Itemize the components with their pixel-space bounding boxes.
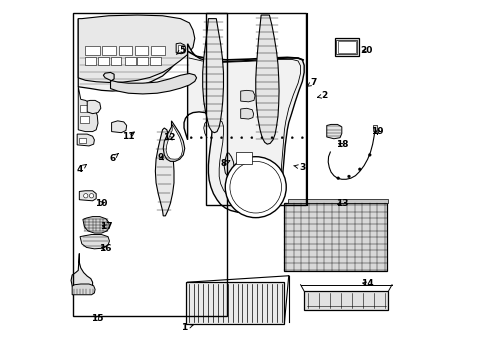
- Polygon shape: [176, 43, 186, 54]
- Polygon shape: [241, 108, 254, 119]
- Circle shape: [220, 136, 222, 139]
- Bar: [205, 13, 306, 205]
- Bar: [285, 203, 387, 271]
- Bar: [338, 41, 356, 53]
- Text: 14: 14: [361, 279, 373, 288]
- Text: 12: 12: [164, 133, 176, 142]
- Bar: [85, 46, 100, 55]
- Circle shape: [225, 157, 286, 218]
- Polygon shape: [256, 15, 279, 144]
- Text: 16: 16: [99, 244, 111, 253]
- Text: 3: 3: [294, 163, 305, 172]
- Bar: [101, 46, 116, 55]
- Circle shape: [89, 194, 94, 198]
- Polygon shape: [241, 90, 255, 102]
- Text: 6: 6: [109, 153, 118, 163]
- Bar: [186, 282, 285, 324]
- Bar: [137, 57, 148, 64]
- Bar: [373, 125, 377, 131]
- Circle shape: [210, 136, 213, 139]
- Text: 9: 9: [158, 153, 164, 162]
- Circle shape: [291, 136, 294, 139]
- Text: 7: 7: [307, 78, 317, 87]
- Polygon shape: [112, 121, 126, 133]
- Polygon shape: [78, 19, 180, 91]
- Text: 1: 1: [181, 323, 193, 332]
- Text: 8: 8: [220, 159, 230, 168]
- Bar: [85, 57, 96, 64]
- Bar: [73, 13, 227, 316]
- Bar: [304, 291, 389, 310]
- Circle shape: [241, 136, 243, 139]
- Bar: [98, 57, 109, 64]
- Text: 2: 2: [318, 91, 327, 100]
- Circle shape: [358, 168, 361, 171]
- Circle shape: [190, 136, 192, 139]
- Bar: [111, 57, 122, 64]
- Bar: [335, 39, 359, 56]
- Polygon shape: [327, 125, 342, 139]
- Circle shape: [368, 153, 371, 156]
- Bar: [236, 152, 252, 164]
- Polygon shape: [78, 15, 195, 82]
- Polygon shape: [203, 19, 223, 133]
- Polygon shape: [80, 234, 109, 249]
- Text: 11: 11: [122, 132, 135, 141]
- Bar: [80, 105, 89, 112]
- Bar: [119, 46, 132, 55]
- Circle shape: [200, 136, 202, 139]
- Circle shape: [231, 136, 233, 139]
- Text: 10: 10: [95, 199, 107, 208]
- Text: 15: 15: [91, 314, 103, 323]
- Polygon shape: [72, 284, 95, 295]
- Bar: [79, 138, 86, 143]
- Polygon shape: [78, 87, 98, 132]
- Bar: [151, 46, 165, 55]
- Text: 4: 4: [77, 165, 86, 174]
- Bar: [337, 40, 357, 54]
- Polygon shape: [184, 44, 304, 213]
- Polygon shape: [83, 217, 109, 233]
- Bar: [125, 57, 136, 64]
- Circle shape: [251, 136, 253, 139]
- Text: 18: 18: [336, 140, 348, 149]
- Text: 20: 20: [360, 46, 372, 55]
- Circle shape: [347, 175, 350, 178]
- Polygon shape: [77, 134, 95, 146]
- Bar: [150, 57, 161, 64]
- Polygon shape: [87, 100, 101, 114]
- Circle shape: [301, 136, 303, 139]
- Circle shape: [84, 194, 88, 198]
- Polygon shape: [79, 191, 96, 201]
- Text: 5: 5: [176, 46, 185, 55]
- Polygon shape: [103, 72, 196, 94]
- Bar: [135, 46, 148, 55]
- Circle shape: [337, 177, 340, 180]
- Polygon shape: [71, 253, 93, 293]
- Circle shape: [281, 136, 283, 139]
- Circle shape: [271, 136, 273, 139]
- Polygon shape: [224, 153, 234, 177]
- Bar: [80, 116, 89, 123]
- Bar: [288, 199, 389, 203]
- Text: 19: 19: [371, 127, 384, 136]
- Text: 17: 17: [99, 222, 112, 231]
- Polygon shape: [155, 128, 174, 216]
- Text: 13: 13: [336, 199, 348, 208]
- Bar: [177, 45, 183, 51]
- Polygon shape: [166, 125, 183, 159]
- Polygon shape: [163, 121, 185, 161]
- Circle shape: [261, 136, 263, 139]
